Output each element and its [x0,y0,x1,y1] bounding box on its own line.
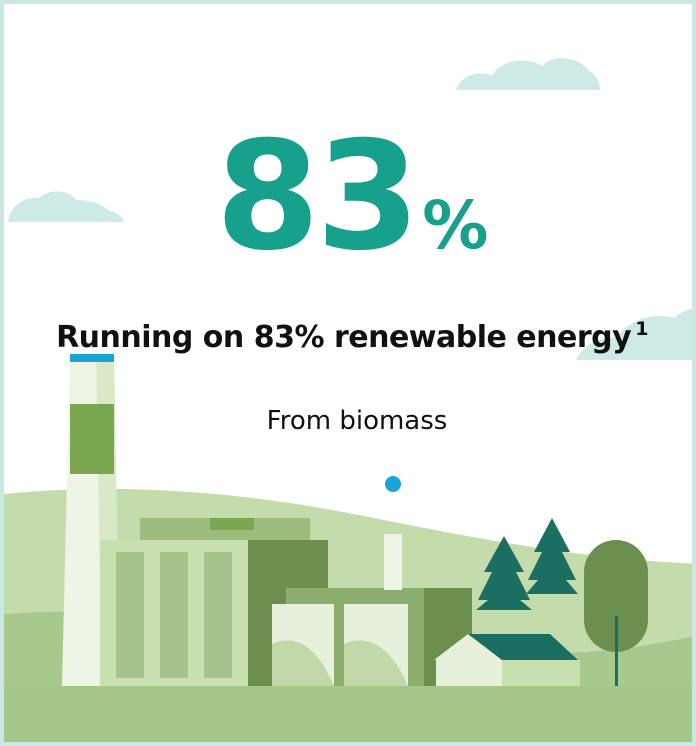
ground [4,686,692,742]
stat-number: 83 [215,110,421,284]
house-icon [434,634,580,690]
power-plant-icon [100,518,472,686]
headline-text: Running on 83% renewable energy [56,320,632,355]
biomass-plant-illustration [4,58,692,742]
subtitle: From biomass [266,406,448,436]
pine-tree-icon [476,536,532,610]
cloud-icon [8,191,124,222]
cloud-icon [456,58,600,90]
stat-unit: % [422,187,489,264]
steam-dot-icon [384,476,402,590]
stat-value: 83% [4,122,692,272]
round-tree-icon [584,540,648,688]
pine-tree-icon [526,518,578,594]
footnote-marker: 1 [635,318,648,340]
headline: Running on 83% renewable energy 1 [4,318,692,355]
cloud-icon [576,308,692,360]
